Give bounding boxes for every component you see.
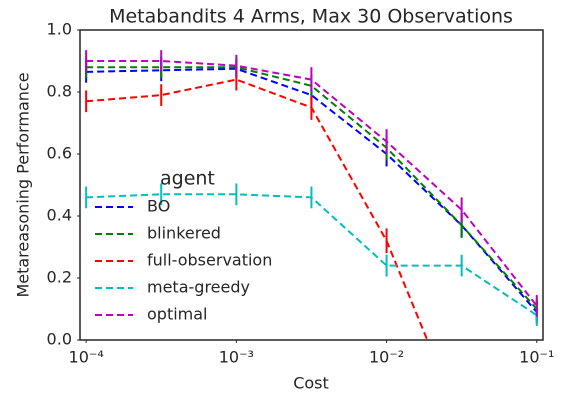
x-axis-label: Cost [293, 374, 329, 393]
series-line [86, 78, 429, 340]
y-tick-label: 0.0 [47, 330, 72, 349]
x-tick-label: 10⁻³ [219, 348, 254, 367]
y-tick-label: 0.8 [47, 82, 72, 101]
x-tick-label: 10⁻⁴ [69, 348, 104, 367]
legend-label: blinkered [147, 224, 221, 243]
y-axis-label: Metareasoning Performance [14, 72, 33, 297]
y-tick-label: 1.0 [47, 20, 72, 39]
legend-title: agent [160, 168, 215, 190]
legend-label: meta-greedy [147, 278, 250, 297]
x-tick-label: 10⁻² [369, 348, 404, 367]
y-tick-label: 0.2 [47, 268, 72, 287]
x-tick-label: 10⁻¹ [519, 348, 554, 367]
y-tick-label: 0.4 [47, 206, 72, 225]
chart-title: Metabandits 4 Arms, Max 30 Observations [109, 6, 513, 28]
legend-label: full-observation [147, 251, 272, 270]
legend-label: BO [147, 197, 170, 216]
plot-area [85, 50, 538, 340]
y-tick-label: 0.6 [47, 144, 72, 163]
legend-label: optimal [147, 305, 208, 324]
